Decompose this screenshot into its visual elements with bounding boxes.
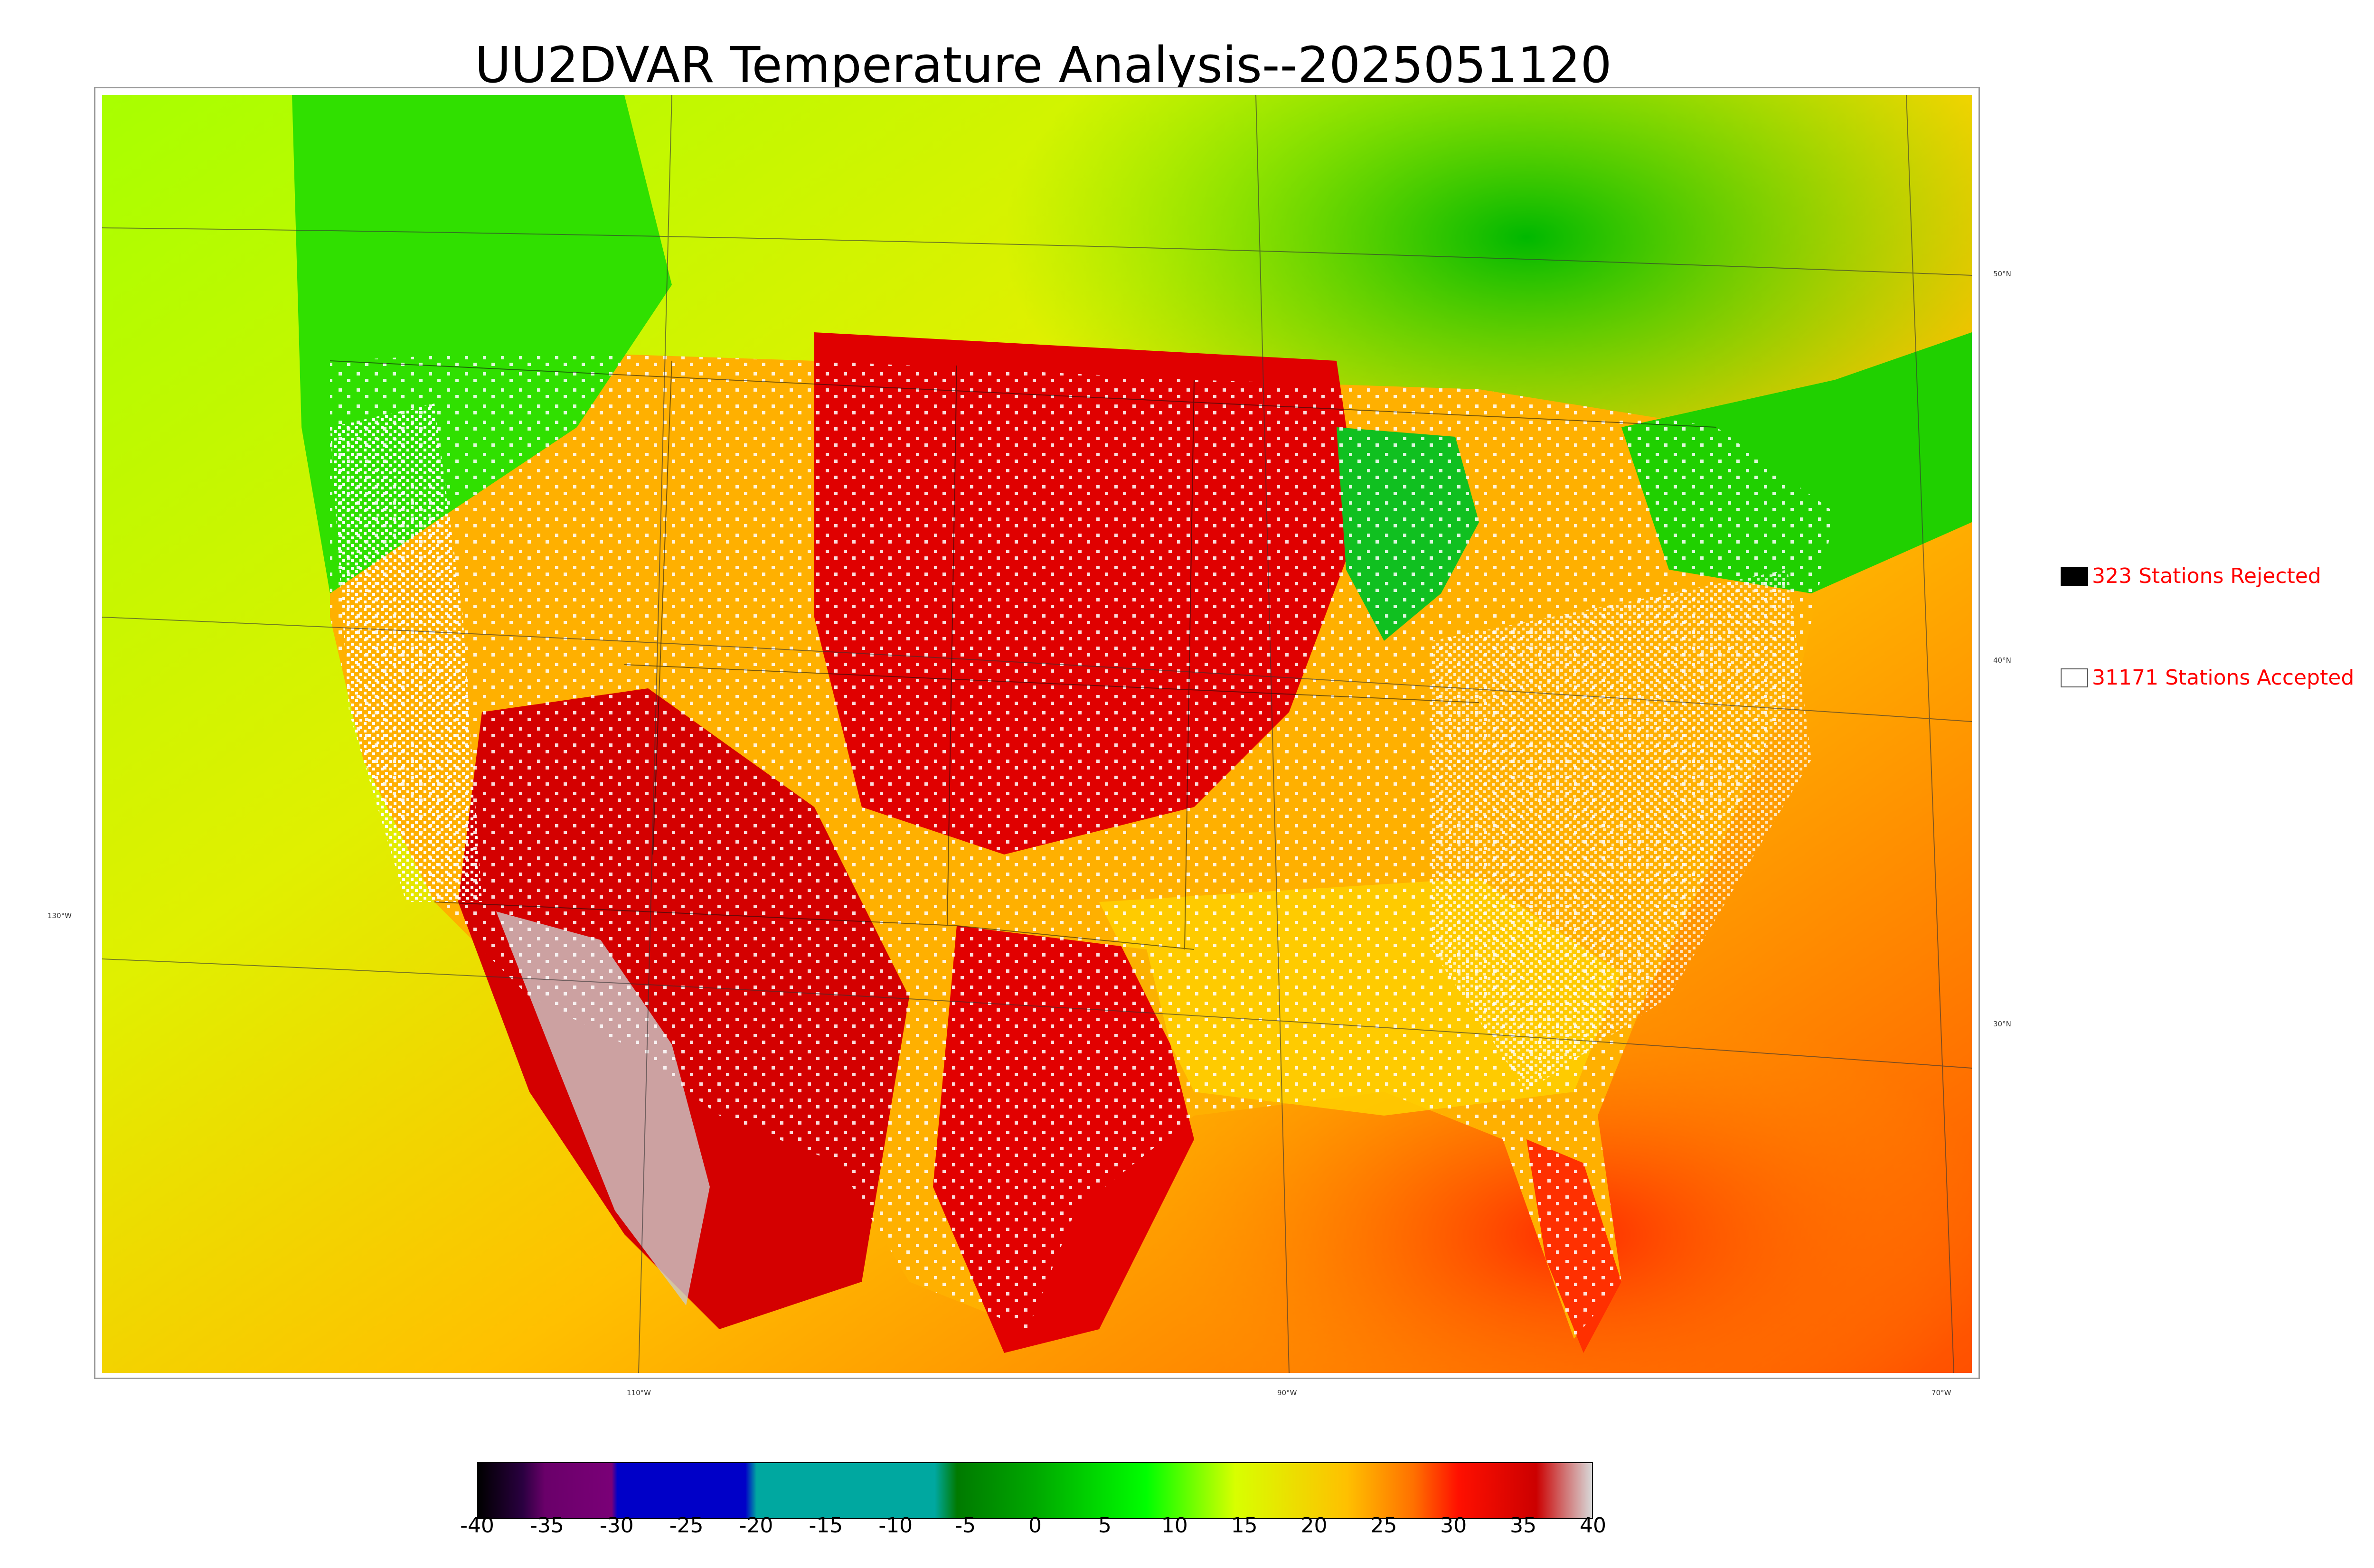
map-frame xyxy=(94,87,1980,1379)
colorbar-tick-label: -15 xyxy=(809,1513,843,1538)
colorbar-gradient xyxy=(478,1463,1592,1518)
temperature-field xyxy=(102,95,1972,1373)
colorbar-tick-label: -5 xyxy=(955,1513,976,1538)
accepted-swatch xyxy=(2061,668,2088,687)
colorbar-tick-label: -30 xyxy=(599,1513,634,1538)
longitude-label-130w: 130°W xyxy=(47,911,72,920)
colorbar-tick-label: -40 xyxy=(460,1513,494,1538)
colorbar-tick-label: -35 xyxy=(529,1513,564,1538)
colorbar-tick-label: -20 xyxy=(739,1513,773,1538)
map-title: UU2DVAR Temperature Analysis--2025051120 xyxy=(475,36,1612,94)
colorbar-tick-label: 15 xyxy=(1231,1513,1258,1538)
colorbar-tick-label: 40 xyxy=(1580,1513,1606,1538)
longitude-label-90w: 90°W xyxy=(1277,1389,1297,1397)
colorbar-tick-label: 25 xyxy=(1370,1513,1397,1538)
colorbar-tick-label: 10 xyxy=(1161,1513,1188,1538)
longitude-label-70w: 70°W xyxy=(1931,1389,1951,1397)
legend-accepted: 31171 Stations Accepted xyxy=(2061,666,2354,690)
colorbar-tick-label: 30 xyxy=(1440,1513,1467,1538)
colorbar-tick-label: -25 xyxy=(669,1513,704,1538)
colorbar xyxy=(477,1462,1593,1519)
desert-extreme-region xyxy=(496,911,710,1305)
colorbar-tick-label: 5 xyxy=(1098,1513,1112,1538)
boundaries xyxy=(330,360,1717,950)
latitude-label-50n: 50°N xyxy=(1993,270,2011,278)
accepted-label: 31171 Stations Accepted xyxy=(2092,666,2355,690)
latitude-label-40n: 40°N xyxy=(1993,656,2011,665)
colorbar-tick-label: 20 xyxy=(1300,1513,1328,1538)
latitude-label-30n: 30°N xyxy=(1993,1020,2011,1028)
longitude-label-110w: 110°W xyxy=(627,1389,651,1397)
colorbar-tick-label: 35 xyxy=(1510,1513,1537,1538)
rejected-label: 323 Stations Rejected xyxy=(2092,564,2321,588)
rejected-swatch xyxy=(2061,566,2088,586)
graticule xyxy=(102,95,1972,1373)
temperature-map[interactable] xyxy=(102,95,1972,1373)
colorbar-tick-label: -10 xyxy=(878,1513,913,1538)
legend-rejected: 323 Stations Rejected xyxy=(2061,564,2321,588)
colorbar-tick-label: 0 xyxy=(1028,1513,1042,1538)
